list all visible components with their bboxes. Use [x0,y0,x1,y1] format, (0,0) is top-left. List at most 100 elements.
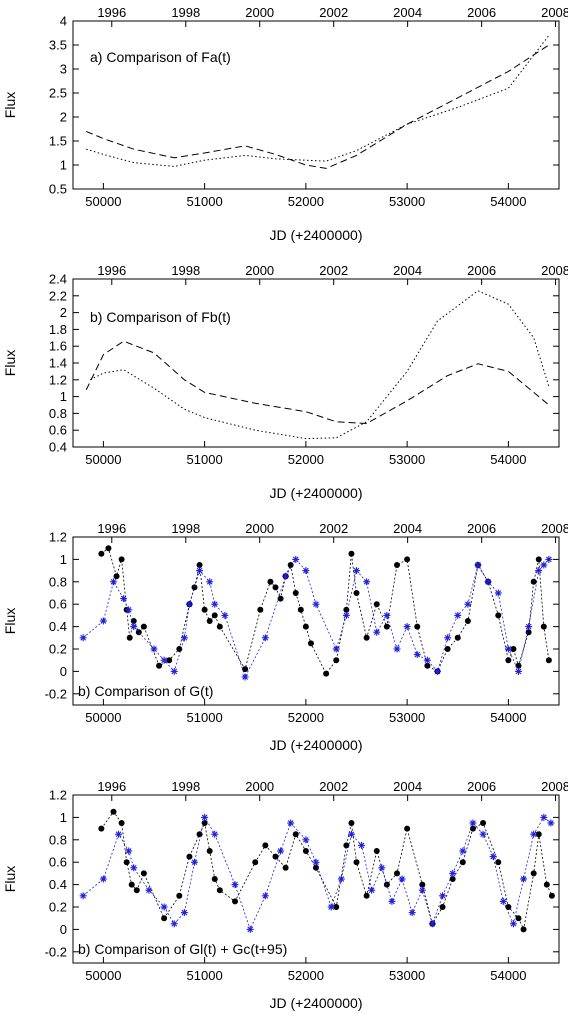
data-point-circle [287,562,294,568]
data-point-circle [216,623,223,630]
data-point-circle [282,864,289,871]
data-point-circle [530,578,537,585]
data-point-asterisk [464,600,472,608]
data-point-circle [302,848,309,854]
y-axis-label: Flux [2,608,18,634]
top-tick-label: 2000 [245,263,274,278]
data-point-circle [480,820,487,826]
data-point-circle [267,578,274,585]
data-point-asterisk [130,623,138,631]
data-point-asterisk [211,830,219,838]
data-point-circle [252,859,259,866]
data-point-asterisk [547,819,555,827]
data-point-asterisk [312,858,320,866]
series-line-1 [86,35,550,167]
top-tick-label: 2006 [467,779,496,794]
data-point-asterisk [520,875,528,883]
x-tick-label: 50000 [85,452,121,467]
data-point-circle [118,556,125,563]
data-point-circle [98,550,105,557]
data-point-circle [128,881,135,888]
data-point-circle [404,825,411,832]
data-point-asterisk [302,836,310,844]
series-group [86,35,550,169]
y-tick-label: 1 [60,389,67,404]
data-point-circle [353,859,360,866]
data-point-asterisk [444,634,452,642]
data-point-asterisk [509,920,517,928]
data-point-circle [439,904,446,910]
x-tick-label: 54000 [490,452,526,467]
y-axis-label: Flux [2,92,18,118]
data-point-circle [414,623,421,630]
top-tick-label: 2008 [541,521,568,536]
data-point-asterisk [368,886,376,894]
data-point-asterisk [413,651,421,659]
top-tick-label: 2002 [319,521,348,536]
data-point-asterisk [499,897,507,905]
data-point-asterisk [261,892,269,900]
data-point-asterisk [206,578,214,586]
data-point-asterisk [504,645,512,653]
x-tick-label: 53000 [389,968,425,983]
data-point-asterisk [423,656,431,664]
data-point-circle [257,606,264,613]
data-point-asterisk [130,864,138,872]
data-point-circle [373,601,380,608]
x-tick-label: 52000 [288,710,324,725]
y-tick-label: 1.2 [49,788,67,803]
data-point-circle [505,657,512,664]
data-point-circle [323,670,330,677]
y-tick-label: 0.2 [49,642,67,657]
top-tick-label: 2004 [393,263,422,278]
y-tick-label: 0 [60,922,67,937]
data-point-asterisk [231,881,239,889]
data-point-asterisk [479,830,487,838]
x-tick-label: 52000 [288,452,324,467]
top-tick-label: 1998 [171,521,200,536]
data-point-circle [454,634,461,641]
panel-b-fb: 50000 51000 52000 53000 54000 1996 1998 2000 200… [2,263,568,501]
y-tick-label: 0.6 [49,597,67,612]
data-point-asterisk [150,645,158,653]
y-tick-label: 0.4 [49,619,67,634]
y-tick-label: 1.2 [49,372,67,387]
data-point-circle [313,864,319,871]
data-point-circle [211,876,218,882]
data-point-asterisk [246,925,254,933]
data-point-circle [363,634,370,641]
data-point-circle [110,808,117,815]
data-point-circle [424,662,431,669]
top-tick-label: 1996 [97,5,126,20]
top-tick-label: 2006 [467,521,496,536]
data-point-circle [520,926,527,933]
data-point-asterisk [302,567,310,575]
panel-annotation: a) Comparison of Fa(t) [90,49,231,65]
data-point-circle [495,612,502,619]
x-tick-label: 51000 [187,710,223,725]
top-tick-label: 2004 [393,779,422,794]
y-tick-label: 0.8 [49,832,67,847]
data-point-circle [548,892,555,899]
data-point-asterisk [454,611,462,619]
data-point-asterisk [428,920,436,928]
data-point-circle [166,657,173,664]
data-point-circle [123,859,130,866]
y-tick-label: 1.8 [49,322,67,337]
x-tick-label: 50000 [85,710,121,725]
data-point-asterisk [545,555,553,563]
y-tick-label: 2 [60,110,67,125]
top-tick-label: 2000 [245,779,274,794]
data-point-circle [272,584,279,591]
data-point-circle [343,842,350,849]
top-tick-label: 2002 [319,779,348,794]
plot-frame [72,536,560,706]
data-point-circle [333,657,340,664]
data-point-circle [272,853,279,860]
data-point-asterisk [515,667,522,675]
y-tick-label: 0.4 [49,440,67,455]
data-point-asterisk [337,875,345,883]
top-tick-label: 2008 [541,5,568,20]
data-point-circle [444,646,451,652]
x-tick-label: 50000 [85,194,121,209]
